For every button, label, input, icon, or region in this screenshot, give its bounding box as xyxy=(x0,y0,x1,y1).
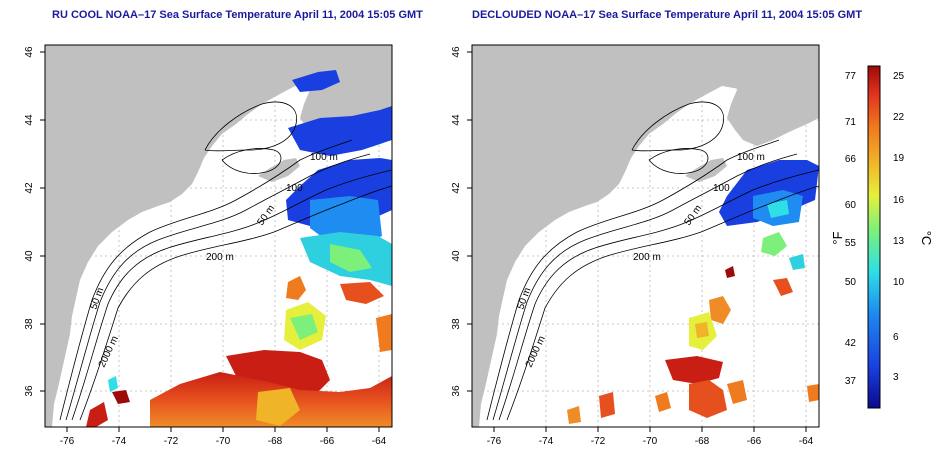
right-lon-axis: -76 -74 -72 -70 -68 -66 -64 xyxy=(487,436,814,447)
right-sst-patches xyxy=(567,160,819,424)
lon-tick: -74 xyxy=(539,436,554,447)
lat-tick: 42 xyxy=(24,182,35,194)
cb-c-tick: 10 xyxy=(893,277,905,288)
lat-tick: 36 xyxy=(24,385,35,397)
lon-tick: -68 xyxy=(695,436,710,447)
lon-tick: -64 xyxy=(799,436,814,447)
colorbar: 77 71 66 60 55 50 42 37 25 22 19 16 13 1… xyxy=(830,65,934,409)
cb-c-tick: 22 xyxy=(893,112,905,123)
contour-label-100m: 100 m xyxy=(737,152,765,163)
lon-tick: -70 xyxy=(216,436,231,447)
lon-tick: -74 xyxy=(112,436,127,447)
cb-f-tick: 60 xyxy=(845,200,857,211)
right-lat-axis: 36 38 40 42 44 46 xyxy=(451,46,462,397)
lat-tick: 38 xyxy=(451,318,462,330)
lon-tick: -70 xyxy=(643,436,658,447)
left-map-title: RU COOL NOAA–17 Sea Surface Temperature … xyxy=(52,9,423,21)
lat-tick: 40 xyxy=(24,250,35,262)
cb-f-tick: 71 xyxy=(845,117,857,128)
right-map-panel: 100 m 100 50 m 200 m 50 m 2000 m -76 -74… xyxy=(451,44,820,447)
right-map-frame xyxy=(471,44,820,428)
lat-tick: 46 xyxy=(24,46,35,58)
lon-tick: -64 xyxy=(372,436,387,447)
lon-tick: -68 xyxy=(268,436,283,447)
lat-tick: 42 xyxy=(451,182,462,194)
contour-label-200m: 200 m xyxy=(206,252,234,263)
lat-tick: 44 xyxy=(24,114,35,126)
cb-f-tick: 50 xyxy=(845,277,857,288)
contour-label-100: 100 xyxy=(713,183,730,194)
lat-tick: 44 xyxy=(451,114,462,126)
lon-tick: -66 xyxy=(320,436,335,447)
lon-tick: -66 xyxy=(747,436,762,447)
lat-tick: 36 xyxy=(451,385,462,397)
cb-c-tick: 13 xyxy=(893,236,905,247)
lon-tick: -76 xyxy=(487,436,502,447)
left-map-frame xyxy=(44,44,393,428)
cb-c-tick: 3 xyxy=(893,372,899,383)
left-lat-axis: 36 38 40 42 44 46 xyxy=(24,46,35,397)
cb-f-tick: 66 xyxy=(845,154,857,165)
left-tick-marks xyxy=(40,51,380,432)
lon-tick: -72 xyxy=(591,436,606,447)
cb-c-tick: 16 xyxy=(893,195,905,206)
cb-c-tick: 6 xyxy=(893,332,899,343)
contour-label-200m: 200 m xyxy=(633,252,661,263)
right-tick-marks xyxy=(467,51,807,432)
right-map-title: DECLOUDED NOAA–17 Sea Surface Temperatur… xyxy=(472,9,863,21)
lat-tick: 38 xyxy=(24,318,35,330)
contour-label-100: 100 xyxy=(286,183,303,194)
left-sst-patches xyxy=(86,70,392,427)
colorbar-fahrenheit-ticks: 77 71 66 60 55 50 42 37 xyxy=(845,71,857,387)
lon-tick: -72 xyxy=(164,436,179,447)
lat-tick: 40 xyxy=(451,250,462,262)
celsius-unit-label: °C xyxy=(919,231,934,246)
cb-c-tick: 19 xyxy=(893,153,905,164)
lon-tick: -76 xyxy=(60,436,75,447)
cb-f-tick: 55 xyxy=(845,238,857,249)
cb-f-tick: 37 xyxy=(845,376,857,387)
contour-label-100m: 100 m xyxy=(310,152,338,163)
cb-f-tick: 77 xyxy=(845,71,857,82)
cb-f-tick: 42 xyxy=(845,338,857,349)
cb-c-tick: 25 xyxy=(893,71,905,82)
left-map-panel: 100 m 100 50 m 200 m 50 m 2000 m -76 -74… xyxy=(24,44,393,447)
colorbar-gradient xyxy=(867,65,881,409)
lat-tick: 46 xyxy=(451,46,462,58)
fahrenheit-unit-label: °F xyxy=(830,231,845,244)
colorbar-celsius-ticks: 25 22 19 16 13 10 6 3 xyxy=(893,71,905,383)
left-lon-axis: -76 -74 -72 -70 -68 -66 -64 xyxy=(60,436,387,447)
